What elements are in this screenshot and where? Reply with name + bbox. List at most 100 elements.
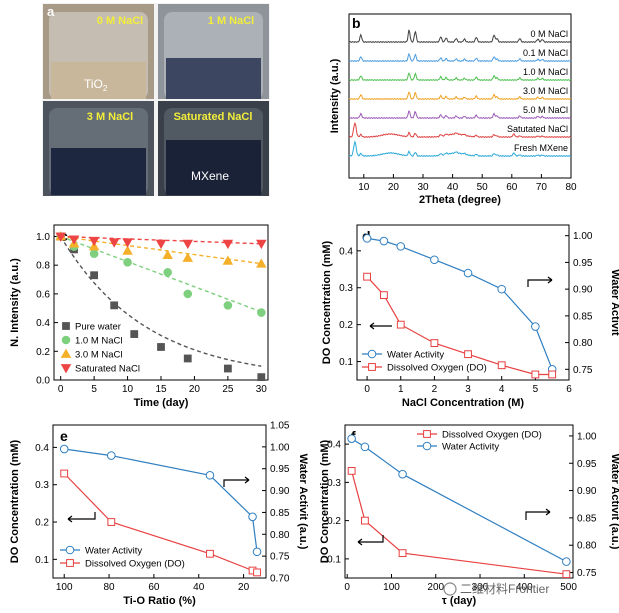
series-line: [348, 29, 572, 44]
photo-sublabel: TiO2: [84, 77, 108, 93]
beaker-solid: [166, 58, 261, 99]
data-point: [252, 547, 262, 557]
x-tick-label: 30: [256, 384, 268, 395]
legend-label: 3.0 M NaCl: [75, 350, 123, 361]
x-tick-label: 80: [565, 182, 577, 193]
legend-marker: [60, 364, 72, 374]
photo-saturated-nacl: Saturated NaCl MXene: [158, 101, 269, 196]
photo-label: Saturated NaCl: [174, 111, 253, 123]
legend-marker: [422, 441, 432, 451]
panel-letter: b: [352, 15, 361, 31]
data-point: [396, 242, 406, 251]
y-axis-label: DO Concentration (mM): [319, 439, 331, 563]
x-tick-label: 400: [516, 582, 533, 593]
data-point: [88, 236, 100, 247]
y-tick-label: 0.6: [36, 289, 50, 300]
y-tick-label: 0.3: [35, 480, 49, 491]
series-label: 5.0 M NaCl: [523, 105, 568, 115]
data-point: [398, 549, 407, 558]
panel-a: 0 M NaCl TiO2 a 1 M NaCl 3 M NaCl Satura…: [42, 3, 270, 196]
data-point: [360, 442, 370, 452]
data-point: [106, 451, 116, 460]
y2-tick-label: 0.90: [270, 486, 290, 497]
data-point: [206, 549, 214, 558]
data-point: [380, 291, 388, 300]
data-point: [223, 301, 233, 310]
y2-tick-label: 0.75: [577, 568, 597, 579]
data-point: [257, 373, 266, 382]
data-point: [182, 239, 194, 250]
x-axis-label: 2Theta (degree): [419, 194, 501, 206]
series-line: [348, 140, 572, 158]
plot-frame: [344, 424, 574, 579]
legend-label: Pure water: [75, 322, 121, 333]
panel-letter: e: [60, 428, 68, 444]
legend-label: Water Activity: [442, 442, 499, 453]
y2-axis-label: Water Activit (a.u.): [297, 454, 309, 550]
photo-1m-nacl: 1 M NaCl: [158, 4, 269, 99]
data-point: [347, 434, 356, 443]
panel-f-tau-chart: 0 100 200 300 400 500 0.1 0.2 0.3 0.4 0.75 0.80 0.85…: [319, 424, 619, 607]
data-point: [157, 343, 165, 351]
data-point: [362, 234, 372, 243]
y2-tick-label: 0.80: [573, 338, 593, 349]
photo-3m-nacl: 3 M NaCl: [43, 101, 154, 196]
series-line: [366, 276, 553, 376]
x-tick-label: 40: [193, 582, 205, 593]
y2-tick-label: 1.00: [577, 431, 597, 442]
left-arrow-icon: [357, 535, 384, 546]
data-point: [497, 284, 506, 294]
data-point: [222, 239, 234, 250]
legend-label: Water Activity: [85, 546, 142, 557]
series-line: [348, 52, 572, 63]
series-line: [349, 121, 572, 139]
series-label: Fresh MXene: [514, 143, 568, 153]
data-point: [183, 354, 192, 363]
series-line: [348, 91, 572, 101]
photo-sublabel: MXene: [191, 169, 229, 183]
legend-marker: [368, 363, 376, 371]
y2-tick-label: 1.05: [270, 421, 290, 432]
x-tick-label: 0: [58, 384, 64, 395]
data-point: [256, 239, 267, 250]
x-tick-label: 3: [465, 384, 471, 395]
x-tick-label: 500: [560, 582, 577, 593]
legend-marker: [65, 545, 75, 555]
x-tick-label: 1: [398, 384, 404, 395]
data-point: [361, 516, 369, 525]
x-tick-label: 200: [427, 582, 444, 593]
x-axis-label: Time (day): [134, 397, 189, 409]
photo-label: 3 M NaCl: [87, 111, 133, 123]
right-arrow-icon: [527, 276, 553, 287]
data-point: [110, 301, 119, 310]
photo-label: 1 M NaCl: [208, 15, 254, 27]
y2-tick-label: 0.90: [577, 486, 597, 497]
legend-label: Dissolved Oxygen (DO): [387, 363, 487, 374]
y-tick-label: 0.1: [327, 554, 341, 565]
series-line: [348, 110, 572, 120]
data-point: [398, 469, 407, 479]
data-point: [68, 235, 80, 245]
data-point: [256, 258, 267, 268]
data-point: [55, 232, 66, 242]
legend-marker: [60, 348, 72, 358]
watermark-text: 二维材料Frontier: [460, 582, 549, 596]
series-label: 1.0 M NaCl: [523, 67, 568, 77]
x-tick-label: 50: [477, 182, 489, 193]
x-tick-label: 20: [388, 182, 400, 193]
panel-letter: a: [47, 4, 55, 19]
y2-tick-label: 0.95: [270, 464, 290, 475]
series-label: Satutated NaCl: [507, 124, 568, 134]
legend-label: Water Activity: [387, 350, 444, 361]
y-tick-label: 0.4: [35, 443, 49, 454]
x-tick-label: 60: [506, 182, 518, 193]
y-axis-label: DO Concentration (mM): [321, 240, 333, 364]
x-tick-label: 70: [536, 182, 548, 193]
y-tick-label: 0.2: [35, 518, 49, 529]
y2-tick-label: 0.80: [577, 541, 597, 552]
plot-frame: [356, 224, 570, 381]
y2-tick-label: 0.95: [573, 258, 593, 269]
data-point: [531, 322, 540, 331]
data-point: [562, 570, 571, 579]
